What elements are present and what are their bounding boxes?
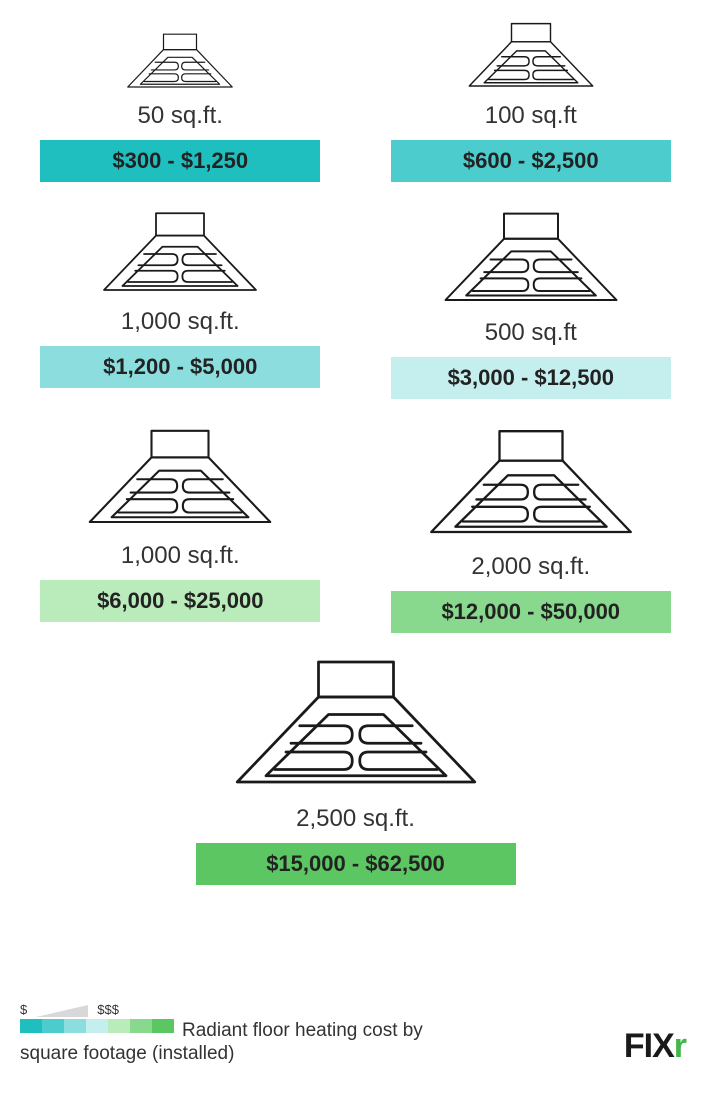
floor-heating-icon <box>441 210 621 309</box>
legend-box <box>42 1019 64 1033</box>
sqft-label: 1,000 sq.ft. <box>121 308 240 336</box>
legend-high: $$$ <box>97 1002 119 1017</box>
sqft-label: 2,000 sq.ft. <box>471 553 590 581</box>
floor-heating-icon <box>231 657 481 795</box>
cost-item: 2,000 sq.ft. $12,000 - $50,000 <box>381 429 682 632</box>
logo: FIXr <box>624 1027 686 1066</box>
price-bar: $1,200 - $5,000 <box>40 346 320 388</box>
sqft-label: 2,500 sq.ft. <box>296 805 415 833</box>
price-bar: $3,000 - $12,500 <box>391 357 671 399</box>
legend-box <box>152 1019 174 1033</box>
price-bar: $12,000 - $50,000 <box>391 591 671 633</box>
floor-heating-icon <box>426 427 636 543</box>
price-bar: $600 - $2,500 <box>391 140 671 182</box>
legend-caption-1: Radiant floor heating cost by <box>182 1019 423 1043</box>
logo-text: FIX <box>624 1027 674 1066</box>
cost-item: 1,000 sq.ft. $6,000 - $25,000 <box>30 429 331 632</box>
cost-item: 500 sq.ft $3,000 - $12,500 <box>381 212 682 399</box>
price-bar: $6,000 - $25,000 <box>40 580 320 622</box>
legend-box <box>20 1019 42 1033</box>
sqft-label: 50 sq.ft. <box>138 102 223 130</box>
cost-item: 50 sq.ft. $300 - $1,250 <box>30 20 331 182</box>
legend-color-scale <box>20 1019 174 1033</box>
cost-item: 1,000 sq.ft. $1,200 - $5,000 <box>30 212 331 399</box>
legend-box <box>86 1019 108 1033</box>
legend-box <box>130 1019 152 1033</box>
wedge-icon <box>36 1005 88 1017</box>
legend-box <box>64 1019 86 1033</box>
sqft-label: 500 sq.ft <box>485 319 577 347</box>
legend: $ $$$ Radiant floor heating cost by squa… <box>20 1002 691 1067</box>
logo-accent: r <box>674 1027 686 1066</box>
sqft-label: 1,000 sq.ft. <box>121 542 240 570</box>
legend-box <box>108 1019 130 1033</box>
price-bar: $15,000 - $62,500 <box>196 843 516 885</box>
floor-heating-icon <box>85 427 275 532</box>
cost-item: 2,500 sq.ft. $15,000 - $62,500 <box>30 663 681 885</box>
floor-heating-icon <box>466 21 596 93</box>
sqft-label: 100 sq.ft <box>485 102 577 130</box>
legend-low: $ <box>20 1002 27 1017</box>
price-bar: $300 - $1,250 <box>40 140 320 182</box>
cost-item: 100 sq.ft $600 - $2,500 <box>381 20 682 182</box>
legend-caption-2: square footage (installed) <box>20 1042 691 1066</box>
floor-heating-icon <box>125 32 235 93</box>
floor-heating-icon <box>100 210 260 298</box>
